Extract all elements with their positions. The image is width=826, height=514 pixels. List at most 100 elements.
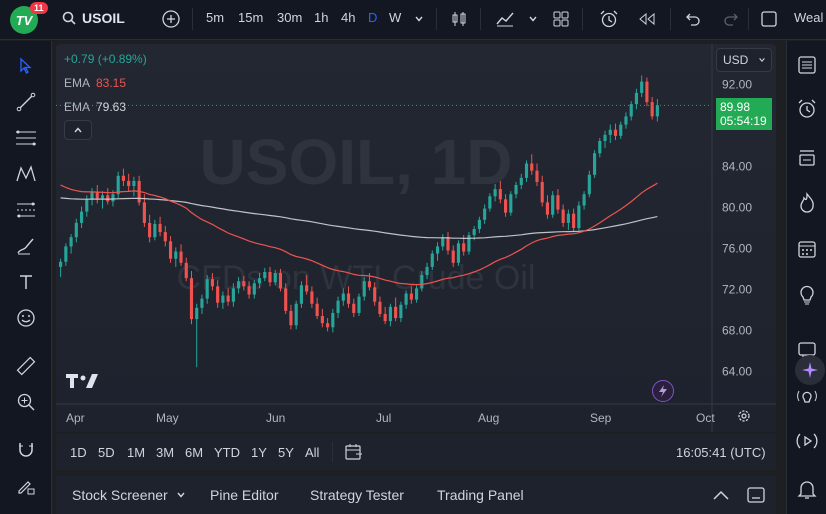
alert-button[interactable] [598,8,620,30]
range-5d[interactable]: 5D [98,445,115,460]
chevron-up-icon[interactable] [712,489,730,501]
range-1d[interactable]: 1D [70,445,87,460]
signals-button[interactable] [793,383,821,411]
add-symbol-button[interactable] [160,8,182,30]
flame-icon [800,192,814,213]
watchlist-button[interactable] [793,51,821,79]
tab-pine-editor[interactable]: Pine Editor [210,487,279,503]
symbol-search[interactable]: USOIL [62,10,125,26]
fib-tool[interactable] [13,125,39,151]
fullscreen-button[interactable] [758,8,780,30]
brush-tool[interactable] [13,233,39,259]
chevron-down-icon[interactable] [176,490,186,500]
ruler-tool[interactable] [13,353,39,379]
measure-projection-tool[interactable] [13,197,39,223]
redo-button[interactable] [720,8,742,30]
ideas-button[interactable] [793,281,821,309]
pattern-tool[interactable] [13,161,39,187]
trendline-tool[interactable] [13,89,39,115]
candle-body [545,202,550,215]
gear-icon [738,410,750,422]
text-tool[interactable] [13,269,39,295]
candle-body [195,307,199,320]
time-tick-label: May [156,411,179,425]
calendar-button[interactable] [793,235,821,263]
interval-1w[interactable]: W [389,10,402,25]
interval-1d[interactable]: D [368,10,378,25]
range-3m[interactable]: 3M [156,445,175,460]
interval-1h[interactable]: 1h [314,10,329,25]
candle-body [592,153,597,175]
interval-dropdown[interactable] [408,8,430,30]
replay-button[interactable] [636,8,658,30]
interval-30m[interactable]: 30m [277,10,303,25]
candle-body [111,194,115,202]
calendar-arrow-icon [345,444,362,460]
right-widget-bar [786,41,826,514]
tradingview-logo[interactable] [66,372,100,395]
lock-drawings-tool[interactable] [13,473,39,499]
candle-body [116,175,120,195]
chart-settings-button[interactable] [736,408,752,429]
tab-trading-panel[interactable]: Trading Panel [437,487,524,503]
undo-button[interactable] [682,8,704,30]
candle-body [59,261,63,267]
interval-15m[interactable]: 15m [238,10,264,25]
symbol-name: USOIL [82,10,125,26]
candle-body [404,293,408,305]
cursor-tool[interactable] [13,53,39,79]
alerts-button[interactable] [793,95,821,123]
tv-logo-icon [66,374,98,388]
notifications-button[interactable] [793,475,821,503]
candle-body [561,209,565,223]
tab-strategy-tester[interactable]: Strategy Tester [310,487,404,503]
candle-body [263,272,267,279]
projection-icon [17,202,35,218]
interval-5m[interactable]: 5m [206,10,225,25]
range-5y[interactable]: 5Y [278,445,294,460]
indicators-icon [496,12,514,27]
range-ytd[interactable]: YTD [214,445,240,460]
magnet-tool[interactable] [13,437,39,463]
layouts-button[interactable] [550,8,572,30]
ema1-label[interactable]: EMA [64,76,91,90]
zoom-tool[interactable] [13,389,39,415]
emoji-tool[interactable] [13,305,39,331]
candle-body [284,288,288,311]
range-all[interactable]: All [305,445,320,460]
price-tick-label: 84.00 [722,160,752,174]
tab-stock-screener[interactable]: Stock Screener [72,487,168,503]
maximize-panel-icon[interactable] [746,486,766,504]
candle-body [519,177,523,186]
collapse-legend-button[interactable] [64,120,92,140]
utc-clock[interactable]: 16:05:41 (UTC) [676,445,766,460]
range-1y[interactable]: 1Y [251,445,267,460]
object-tree-button[interactable] [793,143,821,171]
range-6m[interactable]: 6M [185,445,204,460]
candle-body [315,303,319,317]
chart-type-button[interactable] [448,8,470,30]
indicators-button[interactable] [494,8,516,30]
brush-icon [17,238,34,255]
flash-button[interactable] [652,380,674,402]
indicators-dropdown[interactable] [522,8,544,30]
candle-body [456,243,461,263]
interval-4h[interactable]: 4h [341,10,356,25]
candle-body [163,232,167,242]
range-1m[interactable]: 1M [127,445,146,460]
chevron-down-icon [415,16,423,22]
streams-button[interactable] [793,427,821,455]
currency-select[interactable]: USD [716,48,772,72]
lightning-icon [659,385,667,397]
assistant-button[interactable] [795,355,825,385]
goto-date-button[interactable] [344,442,364,467]
watchlist-title[interactable]: Weal [794,10,824,25]
candle-body [189,278,194,320]
hotlists-button[interactable] [793,189,821,217]
text-t-icon [20,275,32,289]
ema2-label[interactable]: EMA [64,100,91,114]
candle-body [69,237,73,247]
broadcast-bulb-icon [797,390,817,403]
